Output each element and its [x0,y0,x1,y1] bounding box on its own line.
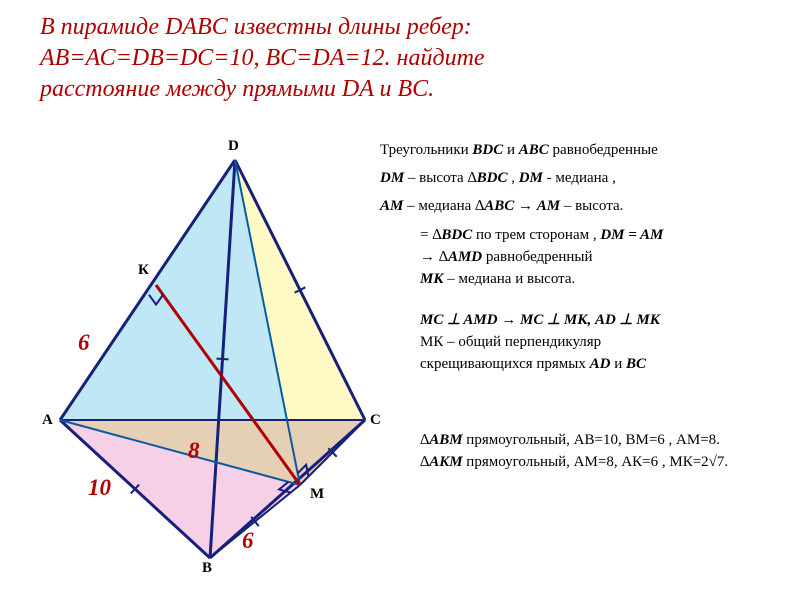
label-M: М [310,486,324,503]
num-eight: 8 [188,438,200,464]
t: = ∆ [420,227,441,243]
t: DM [519,170,543,186]
t: AKM [429,454,462,470]
t: и [610,356,626,372]
num-ten: 10 [88,475,111,501]
t: AM [380,198,403,214]
t: МК [420,271,444,287]
t: по трем сторонам , [472,227,600,243]
t: ABC [484,198,514,214]
explanation-block-2: = ∆BDC по трем сторонам , DM = AM → ∆AMD… [420,225,790,290]
explanation-block-4: ∆ABM прямоугольный, АВ=10, ВМ=6 , АМ=8. … [420,430,800,474]
t: скрещивающихся прямых [420,356,590,372]
label-C: С [370,412,381,429]
explanation-block-1: Треугольники BDC и ABC равнобедренные DM… [380,140,790,217]
t: → ∆ [420,249,448,265]
t: DM [380,170,404,186]
t: равнобедренные [549,142,658,158]
label-B: В [202,560,212,577]
t: BDC [472,142,503,158]
t: – медиана ∆ [403,198,484,214]
t: BDC [441,227,472,243]
pyramid-diagram: D А С В М К 6 10 8 6 [20,140,380,570]
problem-line3: расстояние между прямыми DA и BC. [40,74,760,105]
t: – медиана и высота. [444,271,576,287]
t: AD [590,356,611,372]
t: ABC [519,142,549,158]
pyramid-svg [20,140,380,570]
t: BC [626,356,646,372]
t: ∆ [420,454,429,470]
num-six-left: 6 [78,330,90,356]
t: AMD [448,249,482,265]
t: ∆ [420,432,429,448]
t: равнобедренный [482,249,592,265]
t: BDC [477,170,508,186]
t: → [514,198,537,214]
t: DM = AM [600,227,663,243]
num-six-bottom: 6 [242,528,254,554]
problem-line2: АВ=АС=DB=DC=10, BC=DA=12. найдите [40,43,760,74]
t: AM [537,198,560,214]
t: ABM [429,432,462,448]
label-K: К [138,262,149,279]
t: , [507,170,518,186]
t: MC ⊥ AMD → MC ⊥ МК, AD ⊥ МК [420,310,800,332]
t: - медиана , [543,170,616,186]
t: прямоугольный, АМ=8, АК=6 , МК=2√7. [463,454,729,470]
t: – высота. [560,198,623,214]
t: – высота ∆ [404,170,476,186]
t: МК – общий перпендикуляр [420,334,601,350]
t: прямоугольный, АВ=10, ВМ=6 , АМ=8. [463,432,720,448]
explanation-block-3: MC ⊥ AMD → MC ⊥ МК, AD ⊥ МК МК – общий п… [420,310,800,375]
problem-statement: В пирамиде DABC известны длины ребер: АВ… [40,12,760,106]
label-D: D [228,138,239,155]
label-A: А [42,412,53,429]
t: Треугольники [380,142,472,158]
t: и [503,142,519,158]
problem-line1: В пирамиде DABC известны длины ребер: [40,12,760,43]
